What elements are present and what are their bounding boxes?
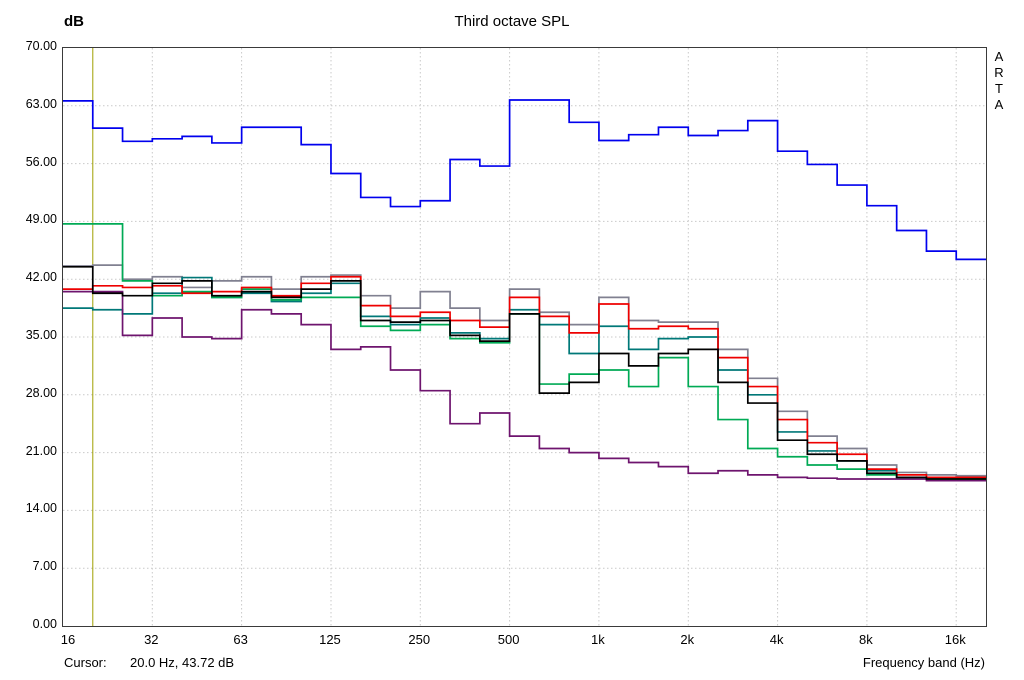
y-tick-label: 7.00 bbox=[32, 559, 57, 574]
y-tick-label: 49.00 bbox=[25, 212, 57, 227]
x-tick-label: 500 bbox=[497, 632, 520, 647]
spl-plot-area[interactable] bbox=[62, 47, 987, 627]
x-tick-label: 1k bbox=[591, 632, 605, 647]
x-tick-label: 2k bbox=[680, 632, 695, 647]
x-tick-label: 63 bbox=[233, 632, 248, 647]
x-tick-label: 250 bbox=[408, 632, 431, 647]
y-tick-label: 63.00 bbox=[25, 96, 57, 111]
y-tick-label: 0.00 bbox=[32, 617, 57, 631]
cursor-readout: 20.0 Hz, 43.72 dB bbox=[130, 655, 235, 670]
y-tick-label: 35.00 bbox=[25, 328, 57, 342]
series-purple bbox=[63, 290, 986, 482]
y-axis: 70.00 63.00 56.00 49.00 42.00 35.00 28.00 21.00… bbox=[0, 0, 57, 680]
x-axis-title: Frequency band (Hz) bbox=[862, 655, 985, 670]
series-blue bbox=[63, 99, 986, 261]
x-tick-label: 16 bbox=[60, 632, 76, 647]
y-tick-label: 70.00 bbox=[25, 39, 57, 53]
x-tick-label: 125 bbox=[319, 632, 341, 647]
y-tick-label: 28.00 bbox=[25, 385, 57, 400]
y-tick-label: 21.00 bbox=[25, 443, 57, 458]
y-tick-label: 42.00 bbox=[25, 270, 57, 285]
watermark-letter: R bbox=[994, 65, 1004, 80]
series-green bbox=[63, 223, 986, 480]
y-tick-label: 14.00 bbox=[25, 501, 57, 516]
x-tick-label: 16k bbox=[944, 632, 966, 647]
arta-watermark: A R T A bbox=[992, 49, 1006, 113]
chart-title: Third octave SPL bbox=[454, 13, 570, 30]
watermark-letter: T bbox=[995, 81, 1003, 96]
x-tick-label: 4k bbox=[769, 632, 784, 647]
watermark-letter: A bbox=[994, 49, 1004, 64]
series-black bbox=[63, 265, 986, 480]
watermark-letter: A bbox=[994, 97, 1004, 112]
y-axis-unit-label: dB bbox=[64, 13, 84, 30]
series-red bbox=[63, 275, 986, 479]
x-axis: 16 32 63 125 250 500 1k 2k 4k 8k 16k bbox=[0, 632, 1024, 648]
x-tick-label: 32 bbox=[144, 632, 159, 647]
x-tick-label: 8k bbox=[859, 632, 873, 647]
y-tick-label: 56.00 bbox=[25, 154, 57, 169]
cursor-label: Cursor: bbox=[64, 655, 107, 670]
